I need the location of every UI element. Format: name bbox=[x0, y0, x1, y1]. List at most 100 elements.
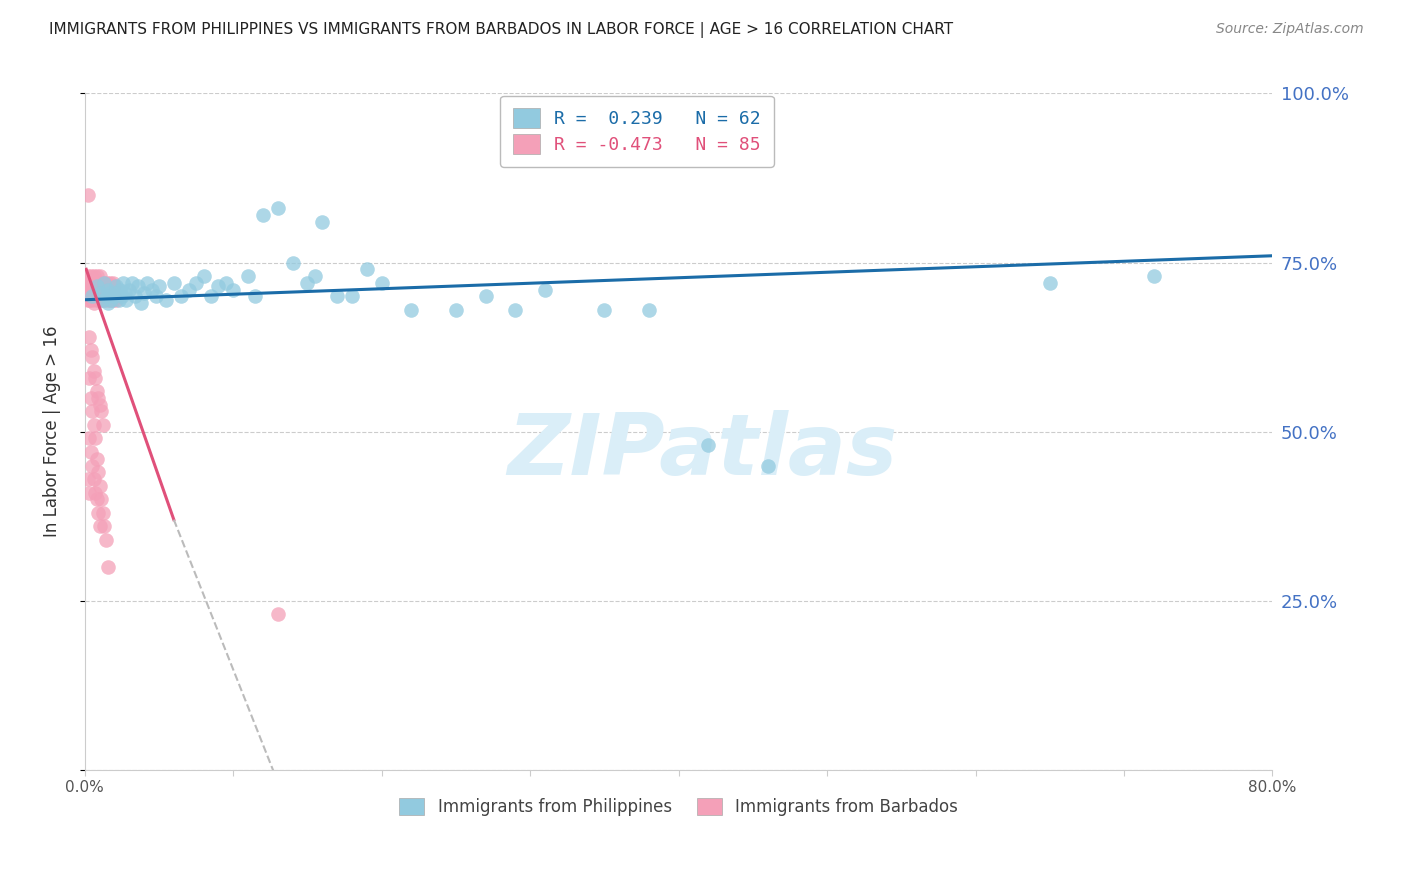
Point bbox=[79, 445, 101, 459]
Point bbox=[84, 432, 107, 446]
Point bbox=[474, 289, 496, 303]
Point bbox=[136, 276, 159, 290]
Point bbox=[86, 492, 108, 507]
Point bbox=[145, 289, 167, 303]
Point bbox=[91, 417, 114, 432]
Point bbox=[93, 293, 115, 307]
Point bbox=[79, 289, 101, 303]
Point bbox=[121, 276, 143, 290]
Point bbox=[87, 293, 110, 307]
Point bbox=[76, 293, 98, 307]
Point bbox=[75, 276, 97, 290]
Point bbox=[297, 276, 319, 290]
Point bbox=[79, 268, 101, 283]
Point bbox=[86, 384, 108, 398]
Point bbox=[84, 289, 107, 303]
Point bbox=[697, 438, 720, 452]
Legend: Immigrants from Philippines, Immigrants from Barbados: Immigrants from Philippines, Immigrants … bbox=[392, 791, 965, 822]
Point bbox=[281, 255, 304, 269]
Point bbox=[177, 283, 200, 297]
Point bbox=[110, 283, 132, 297]
Point bbox=[252, 208, 274, 222]
Point bbox=[100, 283, 122, 297]
Point bbox=[86, 268, 108, 283]
Point bbox=[84, 370, 107, 384]
Point bbox=[97, 560, 120, 574]
Point bbox=[111, 289, 134, 303]
Point bbox=[129, 296, 152, 310]
Point bbox=[311, 215, 333, 229]
Point bbox=[96, 276, 118, 290]
Point bbox=[86, 293, 108, 307]
Point bbox=[89, 479, 111, 493]
Point bbox=[91, 289, 114, 303]
Point bbox=[104, 279, 127, 293]
Point bbox=[77, 485, 100, 500]
Point bbox=[118, 283, 141, 297]
Point bbox=[756, 458, 779, 473]
Point bbox=[83, 268, 105, 283]
Point bbox=[90, 492, 112, 507]
Point bbox=[304, 268, 326, 283]
Point bbox=[97, 283, 120, 297]
Point bbox=[76, 289, 98, 303]
Point bbox=[91, 279, 114, 293]
Point bbox=[200, 289, 222, 303]
Point bbox=[101, 276, 124, 290]
Point bbox=[86, 279, 108, 293]
Point bbox=[96, 293, 118, 307]
Point bbox=[89, 283, 111, 297]
Point bbox=[155, 293, 177, 307]
Point bbox=[127, 279, 149, 293]
Point bbox=[98, 285, 121, 300]
Point bbox=[77, 330, 100, 344]
Point bbox=[89, 268, 111, 283]
Point bbox=[82, 351, 104, 365]
Point bbox=[82, 458, 104, 473]
Point bbox=[245, 289, 267, 303]
Point bbox=[77, 432, 100, 446]
Point bbox=[87, 465, 110, 479]
Point bbox=[100, 293, 122, 307]
Point bbox=[340, 289, 363, 303]
Point bbox=[90, 404, 112, 418]
Point bbox=[98, 293, 121, 307]
Point bbox=[534, 283, 557, 297]
Y-axis label: In Labor Force | Age > 16: In Labor Force | Age > 16 bbox=[44, 326, 60, 537]
Point bbox=[115, 293, 138, 307]
Text: Source: ZipAtlas.com: Source: ZipAtlas.com bbox=[1216, 22, 1364, 37]
Point bbox=[503, 302, 526, 317]
Point bbox=[82, 276, 104, 290]
Point bbox=[98, 276, 121, 290]
Point bbox=[108, 293, 131, 307]
Point bbox=[93, 276, 115, 290]
Text: IMMIGRANTS FROM PHILIPPINES VS IMMIGRANTS FROM BARBADOS IN LABOR FORCE | AGE > 1: IMMIGRANTS FROM PHILIPPINES VS IMMIGRANT… bbox=[49, 22, 953, 38]
Point bbox=[86, 451, 108, 466]
Point bbox=[77, 293, 100, 307]
Point bbox=[370, 276, 392, 290]
Point bbox=[170, 289, 193, 303]
Point bbox=[87, 391, 110, 405]
Point bbox=[207, 279, 229, 293]
Point bbox=[89, 519, 111, 533]
Point bbox=[103, 289, 125, 303]
Point bbox=[267, 607, 290, 622]
Point bbox=[356, 262, 378, 277]
Point bbox=[1039, 276, 1062, 290]
Point bbox=[148, 279, 170, 293]
Point bbox=[100, 289, 122, 303]
Point bbox=[236, 268, 259, 283]
Point bbox=[215, 276, 238, 290]
Point bbox=[82, 293, 104, 307]
Point bbox=[444, 302, 467, 317]
Point bbox=[83, 364, 105, 378]
Point bbox=[638, 302, 661, 317]
Point bbox=[90, 293, 112, 307]
Point bbox=[84, 276, 107, 290]
Point bbox=[134, 285, 156, 300]
Point bbox=[76, 187, 98, 202]
Point bbox=[86, 283, 108, 297]
Point bbox=[184, 276, 207, 290]
Point bbox=[97, 279, 120, 293]
Point bbox=[87, 506, 110, 520]
